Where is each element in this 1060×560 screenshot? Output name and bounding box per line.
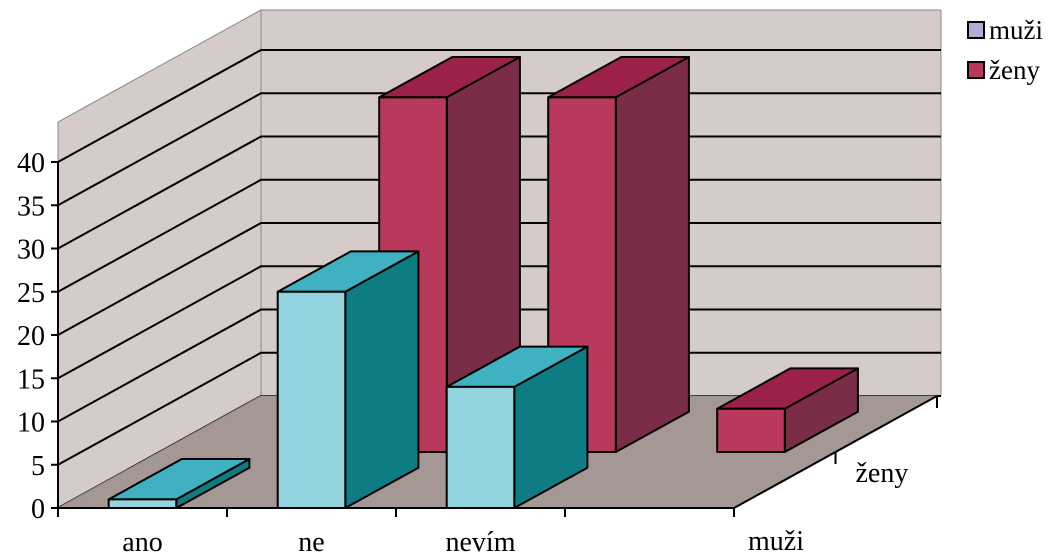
gridline <box>57 178 941 293</box>
x-tick-label: ne <box>298 527 324 555</box>
legend-label-zeny: ženy <box>989 54 1040 85</box>
y-tick-label: 5 <box>31 451 45 482</box>
legend-item-muzi: muži <box>967 10 1043 50</box>
x-tick-label: ano <box>122 527 162 555</box>
y-tick-label: 15 <box>17 364 45 395</box>
legend-swatch-zeny <box>967 61 985 79</box>
y-tick-label: 40 <box>17 148 45 179</box>
bar-muzi-side <box>344 250 420 509</box>
x-tick-label: nevím <box>446 527 516 555</box>
y-tick-label: 35 <box>17 191 45 222</box>
y-tick-label: 20 <box>17 321 45 352</box>
gridline <box>57 222 941 336</box>
bar-muzi <box>445 385 516 509</box>
bar-muzi <box>276 290 347 509</box>
y-tick-label: 10 <box>17 408 45 439</box>
legend-swatch-muzi <box>967 21 985 39</box>
legend-item-zeny: ženy <box>967 50 1043 90</box>
y-tick-label: 30 <box>17 235 45 266</box>
gridline <box>57 92 941 207</box>
gridline <box>57 351 941 466</box>
gridline <box>57 49 941 163</box>
bar-muzi <box>107 498 178 510</box>
depth-label: ženy <box>856 458 909 489</box>
legend: muži ženy <box>967 10 1043 90</box>
y-tick-label: 0 <box>31 494 45 525</box>
y-tick-label: 25 <box>17 278 45 309</box>
gridline <box>57 308 941 423</box>
legend-label-muzi: muži <box>989 14 1043 45</box>
bar-zeny-side <box>614 56 690 453</box>
gridline <box>57 265 941 380</box>
tick-labels: 0 5 10 15 20 25 30 35 40 ano ne nevím muži ženy <box>17 148 909 558</box>
bars <box>107 56 859 510</box>
gridline <box>57 135 941 250</box>
bar-zeny <box>716 407 786 453</box>
gridlines <box>57 49 941 509</box>
depth-label: muži <box>748 526 804 555</box>
